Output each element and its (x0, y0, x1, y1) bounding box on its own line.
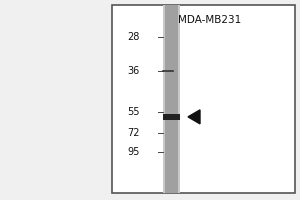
Text: 95: 95 (128, 147, 140, 157)
Bar (165, 5, 178, 193)
Text: MDA-MB231: MDA-MB231 (178, 15, 242, 25)
Text: 36: 36 (128, 66, 140, 76)
Text: 55: 55 (128, 107, 140, 117)
Bar (163, 114, 180, 120)
Bar (112, 5, 295, 193)
Bar (163, 5, 180, 193)
Text: 72: 72 (128, 128, 140, 138)
Polygon shape (188, 110, 200, 124)
Text: 28: 28 (128, 32, 140, 42)
